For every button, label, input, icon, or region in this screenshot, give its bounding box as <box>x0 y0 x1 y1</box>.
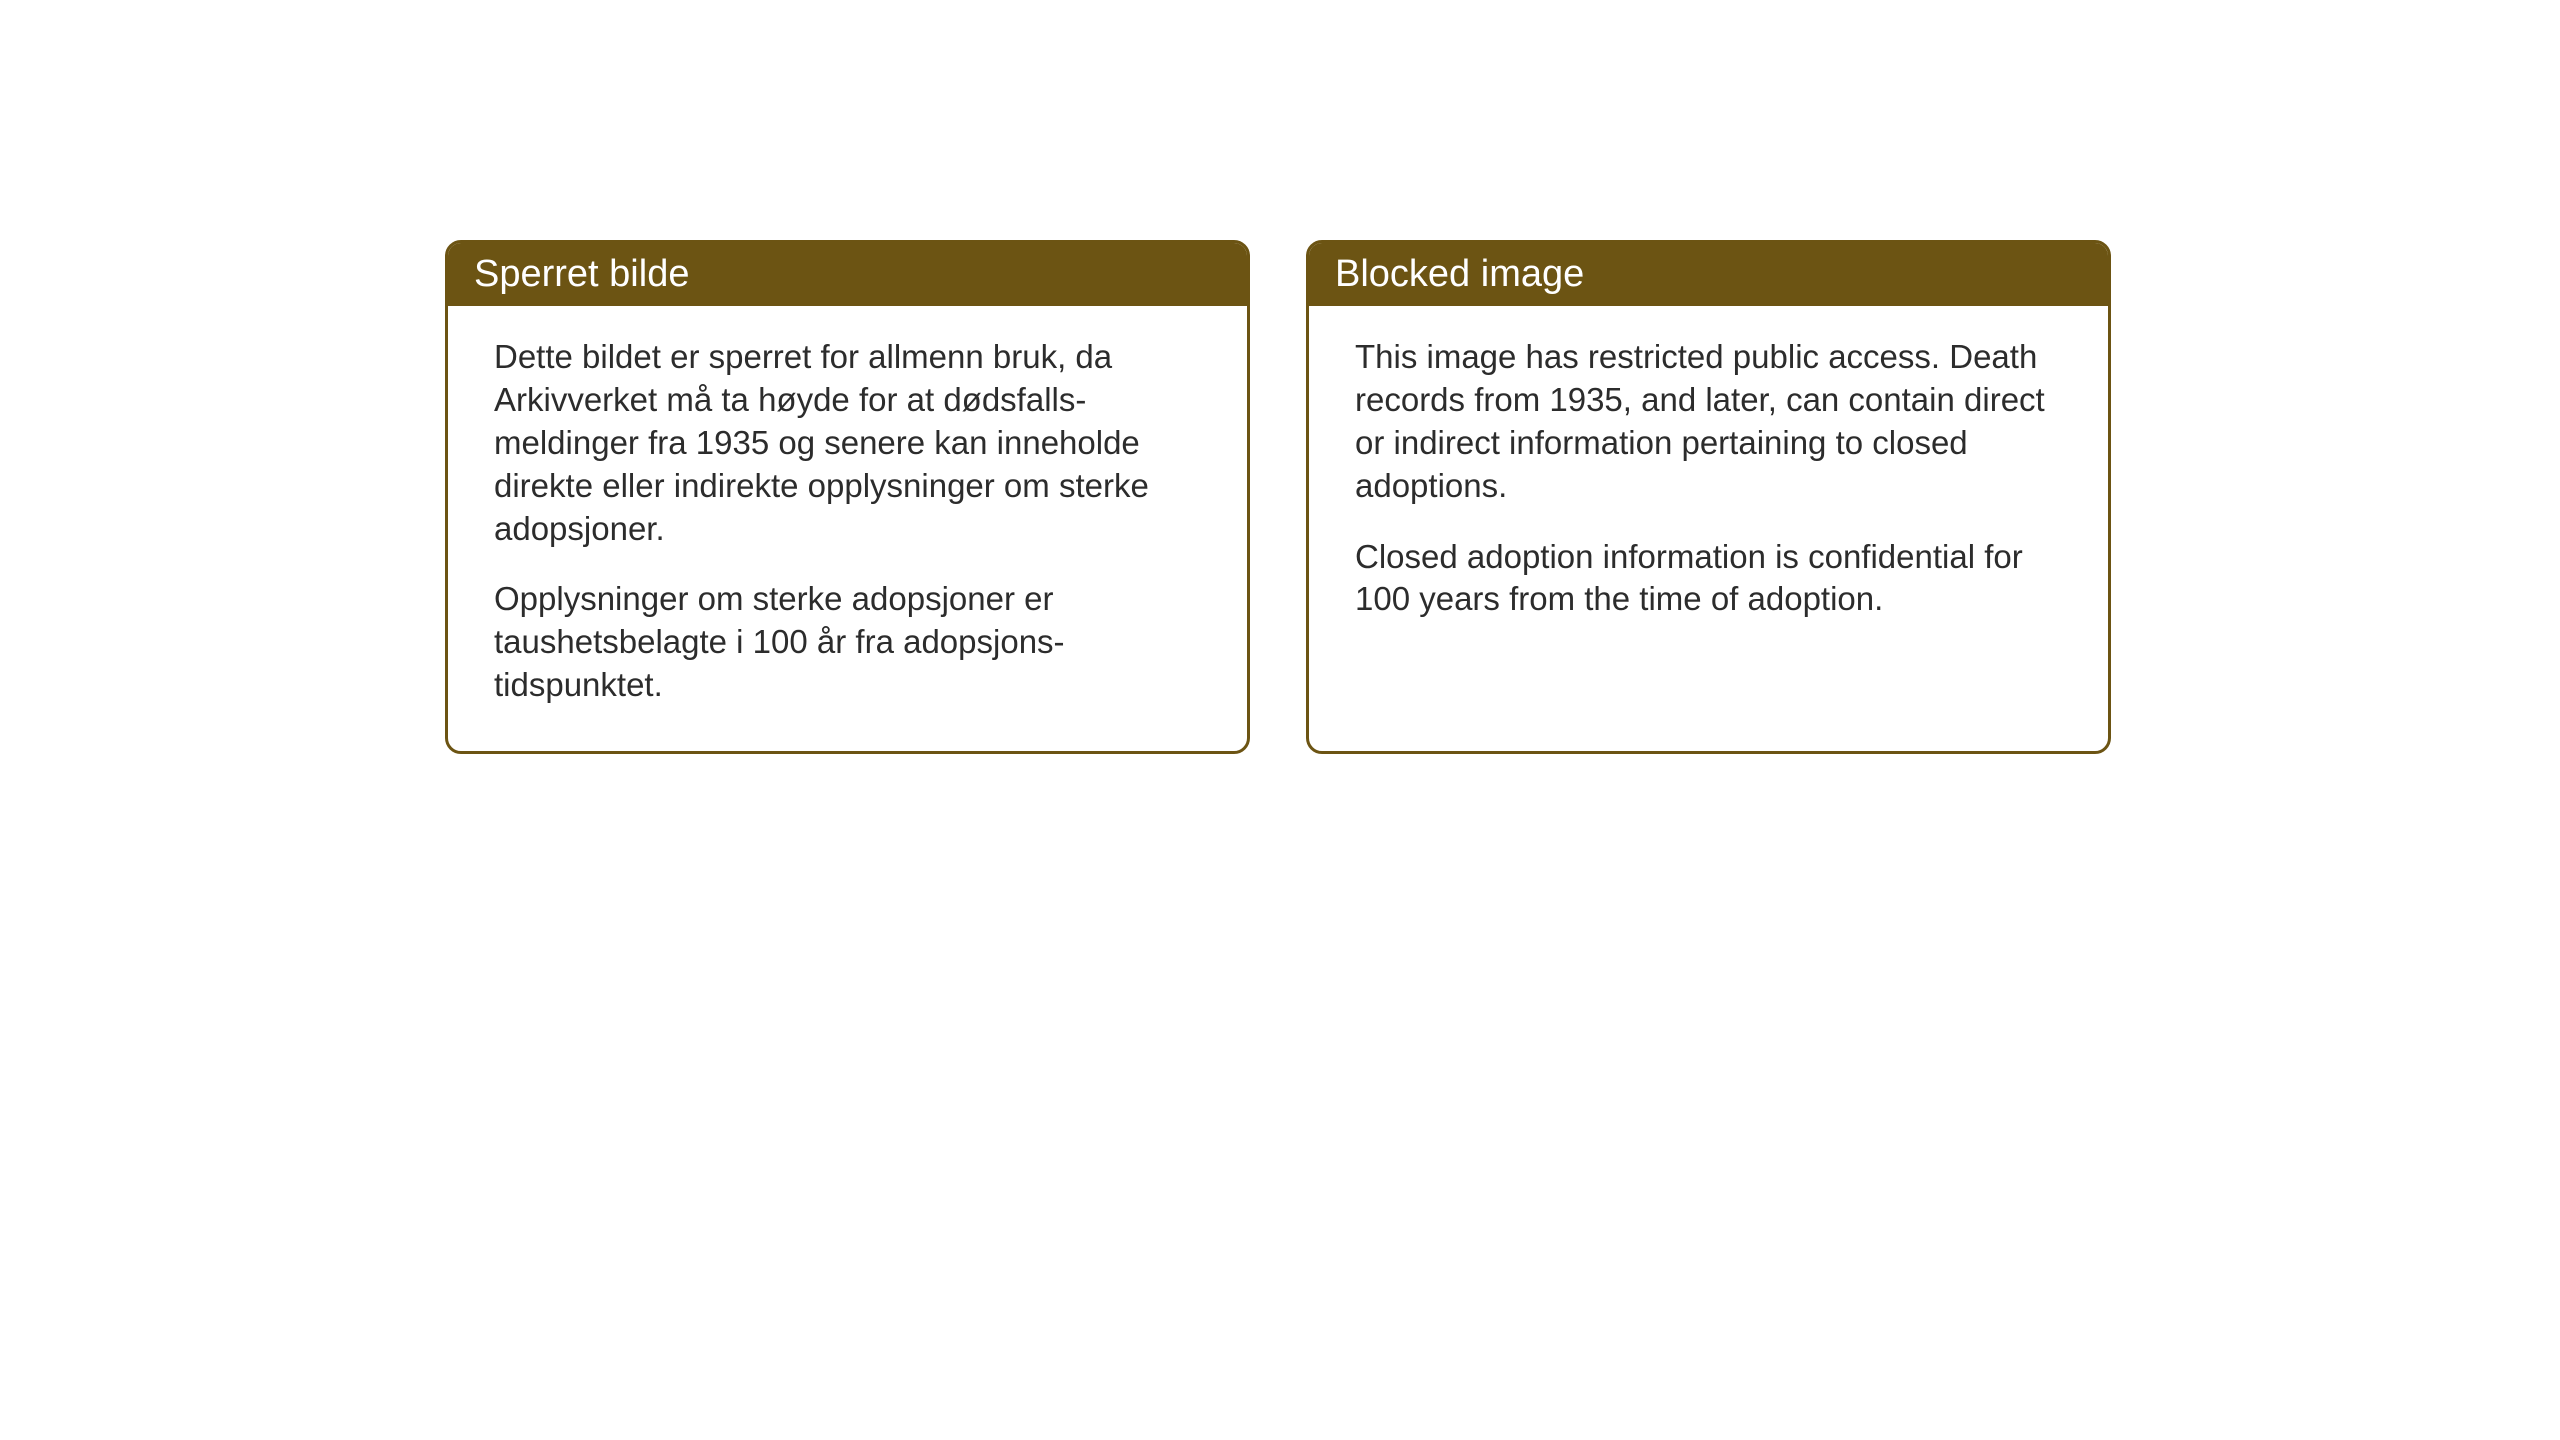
english-card-header: Blocked image <box>1309 243 2108 306</box>
norwegian-card-header: Sperret bilde <box>448 243 1247 306</box>
english-card-title: Blocked image <box>1335 253 1584 295</box>
english-card-body: This image has restricted public access.… <box>1309 306 2108 663</box>
norwegian-paragraph-2: Opplysninger om sterke adopsjoner er tau… <box>494 578 1201 707</box>
norwegian-card-body: Dette bildet er sperret for allmenn bruk… <box>448 306 1247 749</box>
english-paragraph-2: Closed adoption information is confident… <box>1355 536 2062 622</box>
norwegian-card: Sperret bilde Dette bildet er sperret fo… <box>445 240 1250 754</box>
english-card: Blocked image This image has restricted … <box>1306 240 2111 754</box>
english-paragraph-1: This image has restricted public access.… <box>1355 336 2062 508</box>
norwegian-paragraph-1: Dette bildet er sperret for allmenn bruk… <box>494 336 1201 550</box>
norwegian-card-title: Sperret bilde <box>474 253 689 295</box>
cards-container: Sperret bilde Dette bildet er sperret fo… <box>445 240 2111 754</box>
